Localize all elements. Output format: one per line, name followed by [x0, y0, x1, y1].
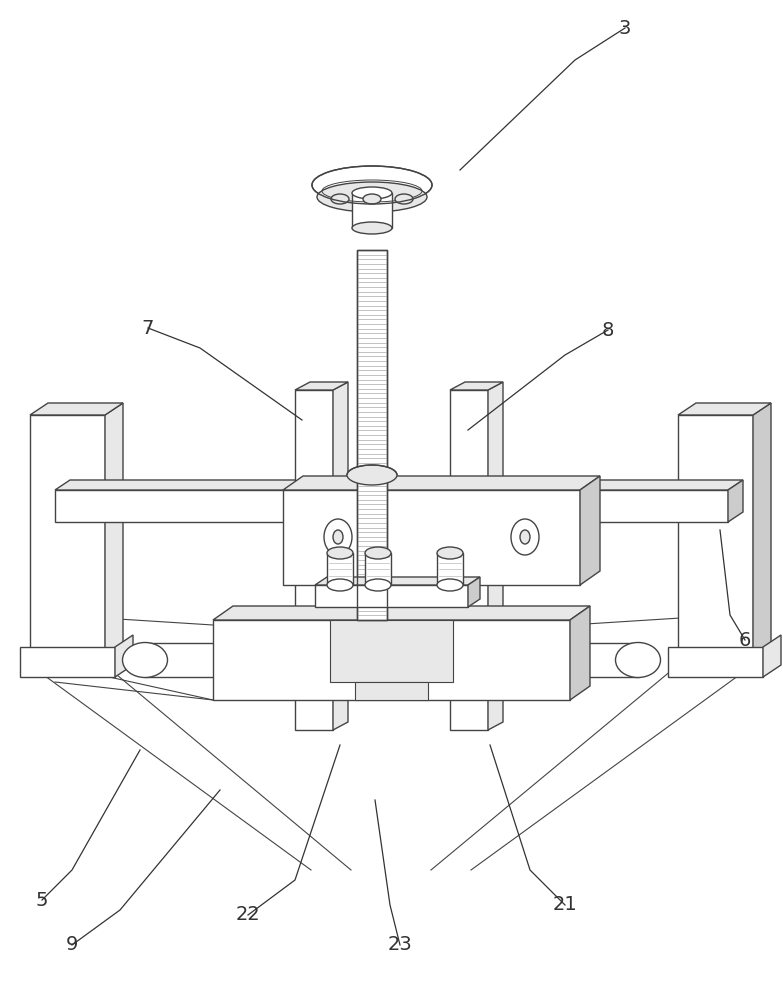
Polygon shape: [30, 403, 123, 415]
Ellipse shape: [324, 519, 352, 555]
Polygon shape: [728, 480, 743, 522]
Bar: [437, 553, 463, 585]
Polygon shape: [295, 382, 348, 390]
Polygon shape: [115, 635, 133, 677]
Bar: [315, 585, 468, 607]
Polygon shape: [30, 415, 105, 665]
Polygon shape: [315, 577, 480, 585]
Polygon shape: [753, 403, 771, 665]
Ellipse shape: [365, 547, 391, 559]
Polygon shape: [450, 382, 503, 390]
Text: 22: 22: [236, 906, 261, 924]
Polygon shape: [763, 635, 781, 677]
Ellipse shape: [437, 547, 463, 559]
Ellipse shape: [122, 643, 168, 678]
Text: 21: 21: [553, 896, 577, 914]
Ellipse shape: [317, 182, 427, 212]
Ellipse shape: [347, 465, 397, 485]
Ellipse shape: [327, 579, 353, 591]
Bar: [330, 620, 453, 682]
Bar: [352, 193, 392, 228]
Bar: [213, 620, 570, 700]
Polygon shape: [668, 647, 763, 677]
Bar: [357, 250, 387, 620]
Ellipse shape: [327, 547, 353, 559]
Ellipse shape: [365, 579, 391, 591]
Text: 7: 7: [142, 318, 154, 338]
Text: 9: 9: [66, 936, 78, 954]
Text: 5: 5: [36, 890, 49, 910]
Ellipse shape: [331, 194, 349, 204]
Ellipse shape: [352, 222, 392, 234]
Polygon shape: [55, 490, 310, 522]
Polygon shape: [213, 606, 590, 620]
Polygon shape: [580, 476, 600, 585]
Polygon shape: [468, 577, 480, 607]
Polygon shape: [105, 403, 123, 665]
Bar: [357, 250, 387, 620]
Polygon shape: [678, 403, 771, 415]
Polygon shape: [55, 480, 325, 490]
Polygon shape: [333, 382, 348, 730]
Bar: [355, 682, 428, 700]
Polygon shape: [310, 480, 325, 522]
Ellipse shape: [333, 530, 343, 544]
Bar: [283, 490, 580, 585]
Ellipse shape: [363, 194, 381, 204]
Ellipse shape: [437, 579, 463, 591]
Polygon shape: [473, 490, 728, 522]
Bar: [365, 553, 391, 585]
Bar: [327, 553, 353, 585]
Ellipse shape: [615, 643, 661, 678]
Polygon shape: [283, 476, 600, 490]
Ellipse shape: [511, 519, 539, 555]
Ellipse shape: [395, 194, 413, 204]
Bar: [450, 390, 488, 730]
Polygon shape: [570, 606, 590, 700]
Text: 3: 3: [619, 18, 631, 37]
Polygon shape: [488, 382, 503, 730]
Polygon shape: [473, 480, 743, 490]
Text: 6: 6: [739, 631, 751, 650]
Ellipse shape: [312, 166, 432, 204]
Text: 8: 8: [602, 320, 614, 340]
Polygon shape: [20, 647, 115, 677]
Ellipse shape: [352, 187, 392, 199]
Bar: [295, 390, 333, 730]
Polygon shape: [678, 415, 753, 665]
Text: 23: 23: [388, 936, 413, 954]
Ellipse shape: [520, 530, 530, 544]
